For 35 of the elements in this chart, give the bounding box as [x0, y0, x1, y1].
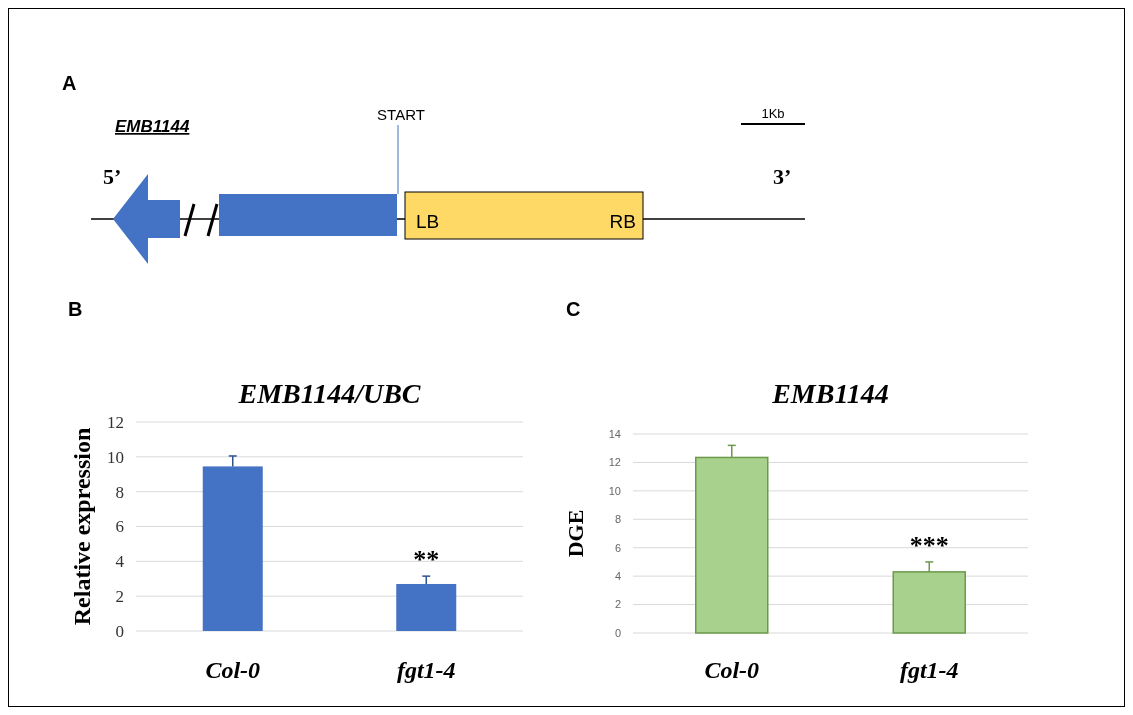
y-tick-label: 10: [608, 484, 621, 497]
chart-title: EMB1144/UBC: [237, 378, 421, 409]
text: 1Kb: [761, 106, 785, 121]
y-tick-label: 10: [107, 447, 124, 467]
text: RB: [609, 211, 636, 232]
annotation: ***: [909, 530, 949, 560]
text: START: [377, 106, 425, 123]
y-axis-title: Relative expression: [69, 427, 95, 626]
text: LB: [416, 211, 440, 232]
text: EMB1144: [115, 117, 190, 136]
y-axis-title: DGE: [563, 509, 588, 558]
y-tick-label: 14: [608, 427, 621, 440]
y-tick-label: 4: [614, 569, 621, 582]
x-tick-label: Col-0: [205, 657, 261, 683]
y-tick-label: 8: [115, 482, 124, 502]
chart-title: EMB1144: [771, 378, 889, 409]
x-tick-label: fgt1-4: [899, 657, 959, 683]
y-tick-label: 6: [614, 541, 621, 554]
x-tick-label: fgt1-4: [396, 657, 456, 683]
y-tick-label: 4: [115, 552, 125, 572]
y-tick-label: 2: [115, 587, 124, 607]
text: B: [68, 298, 83, 320]
x-tick-label: Col-0: [704, 657, 760, 683]
y-tick-label: 12: [107, 412, 124, 432]
y-tick-label: 2: [614, 598, 621, 611]
y-tick-label: 8: [614, 513, 621, 526]
text: A: [62, 72, 77, 94]
text: C: [566, 298, 581, 320]
y-tick-label: 12: [608, 456, 621, 469]
y-tick-label: 0: [614, 626, 621, 639]
annotation: **: [413, 545, 440, 575]
y-tick-label: 6: [115, 517, 124, 537]
text: 5’: [103, 164, 122, 189]
y-tick-label: 0: [115, 621, 124, 641]
text: 3’: [773, 164, 792, 189]
